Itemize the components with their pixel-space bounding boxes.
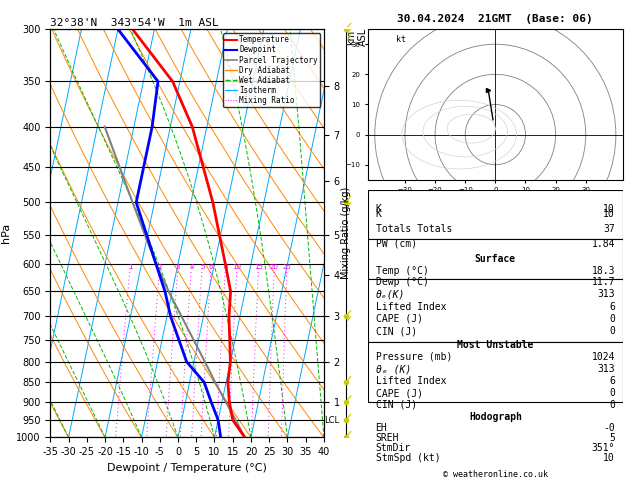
Text: CAPE (J): CAPE (J): [376, 388, 423, 398]
Text: 0: 0: [610, 388, 615, 398]
Text: 25: 25: [282, 264, 291, 270]
Text: Lifted Index: Lifted Index: [376, 377, 446, 386]
Text: 1024: 1024: [591, 352, 615, 362]
Text: CIN (J): CIN (J): [376, 399, 417, 410]
Bar: [368, 279, 623, 342]
Text: PW (cm): PW (cm): [376, 239, 417, 249]
Text: LCL: LCL: [324, 416, 339, 424]
Text: Temp (°C): Temp (°C): [376, 266, 428, 276]
Text: SREH: SREH: [376, 433, 399, 443]
Text: 6: 6: [610, 302, 615, 312]
Text: 5: 5: [610, 433, 615, 443]
Text: StmSpd (kt): StmSpd (kt): [376, 452, 440, 463]
Bar: [368, 190, 623, 239]
Text: 10: 10: [603, 204, 615, 213]
Text: EH: EH: [376, 423, 387, 433]
Text: StmDir: StmDir: [376, 443, 411, 452]
Text: θₑ (K): θₑ (K): [376, 364, 411, 374]
Legend: Temperature, Dewpoint, Parcel Trajectory, Dry Adiabat, Wet Adiabat, Isotherm, Mi: Temperature, Dewpoint, Parcel Trajectory…: [223, 33, 320, 107]
Text: θₑ(K): θₑ(K): [376, 289, 405, 299]
Text: CIN (J): CIN (J): [376, 326, 417, 336]
Text: 351°: 351°: [591, 443, 615, 452]
Text: 313: 313: [598, 289, 615, 299]
Text: K: K: [376, 209, 381, 219]
Text: 0: 0: [610, 326, 615, 336]
Text: 8: 8: [223, 264, 228, 270]
X-axis label: Dewpoint / Temperature (°C): Dewpoint / Temperature (°C): [107, 463, 267, 473]
Text: 3: 3: [176, 264, 181, 270]
Text: 2: 2: [158, 264, 162, 270]
Text: 15: 15: [254, 264, 263, 270]
Text: 20: 20: [270, 264, 279, 270]
Text: 5: 5: [200, 264, 204, 270]
Text: -0: -0: [603, 423, 615, 433]
Text: 32°38'N  343°54'W  1m ASL: 32°38'N 343°54'W 1m ASL: [50, 18, 219, 28]
Bar: [368, 342, 623, 402]
Text: Surface: Surface: [475, 254, 516, 264]
Text: Dewp (°C): Dewp (°C): [376, 277, 428, 287]
Text: 18.3: 18.3: [591, 266, 615, 276]
Text: 10: 10: [233, 264, 242, 270]
Text: Totals Totals: Totals Totals: [376, 224, 452, 234]
Y-axis label: km
ASL: km ASL: [346, 28, 367, 47]
Text: 0: 0: [610, 399, 615, 410]
Text: CAPE (J): CAPE (J): [376, 314, 423, 324]
Text: 37: 37: [603, 224, 615, 234]
Text: 4: 4: [189, 264, 194, 270]
Text: © weatheronline.co.uk: © weatheronline.co.uk: [443, 469, 548, 479]
Text: 10: 10: [603, 209, 615, 219]
Text: K: K: [376, 204, 381, 213]
Text: 6: 6: [610, 377, 615, 386]
Text: 30.04.2024  21GMT  (Base: 06): 30.04.2024 21GMT (Base: 06): [398, 14, 593, 24]
Text: 313: 313: [598, 364, 615, 374]
Text: 10: 10: [603, 452, 615, 463]
Text: Pressure (mb): Pressure (mb): [376, 352, 452, 362]
Text: Mixing Ratio (g/kg): Mixing Ratio (g/kg): [341, 187, 351, 279]
Text: 0: 0: [610, 314, 615, 324]
Text: kt: kt: [396, 35, 406, 44]
Text: 1.84: 1.84: [591, 239, 615, 249]
Y-axis label: hPa: hPa: [1, 223, 11, 243]
Text: 1: 1: [128, 264, 133, 270]
Text: Most Unstable: Most Unstable: [457, 340, 533, 349]
Text: 6: 6: [209, 264, 213, 270]
Text: Lifted Index: Lifted Index: [376, 302, 446, 312]
Text: Hodograph: Hodograph: [469, 412, 522, 422]
Bar: [368, 239, 623, 279]
Text: 11.7: 11.7: [591, 277, 615, 287]
